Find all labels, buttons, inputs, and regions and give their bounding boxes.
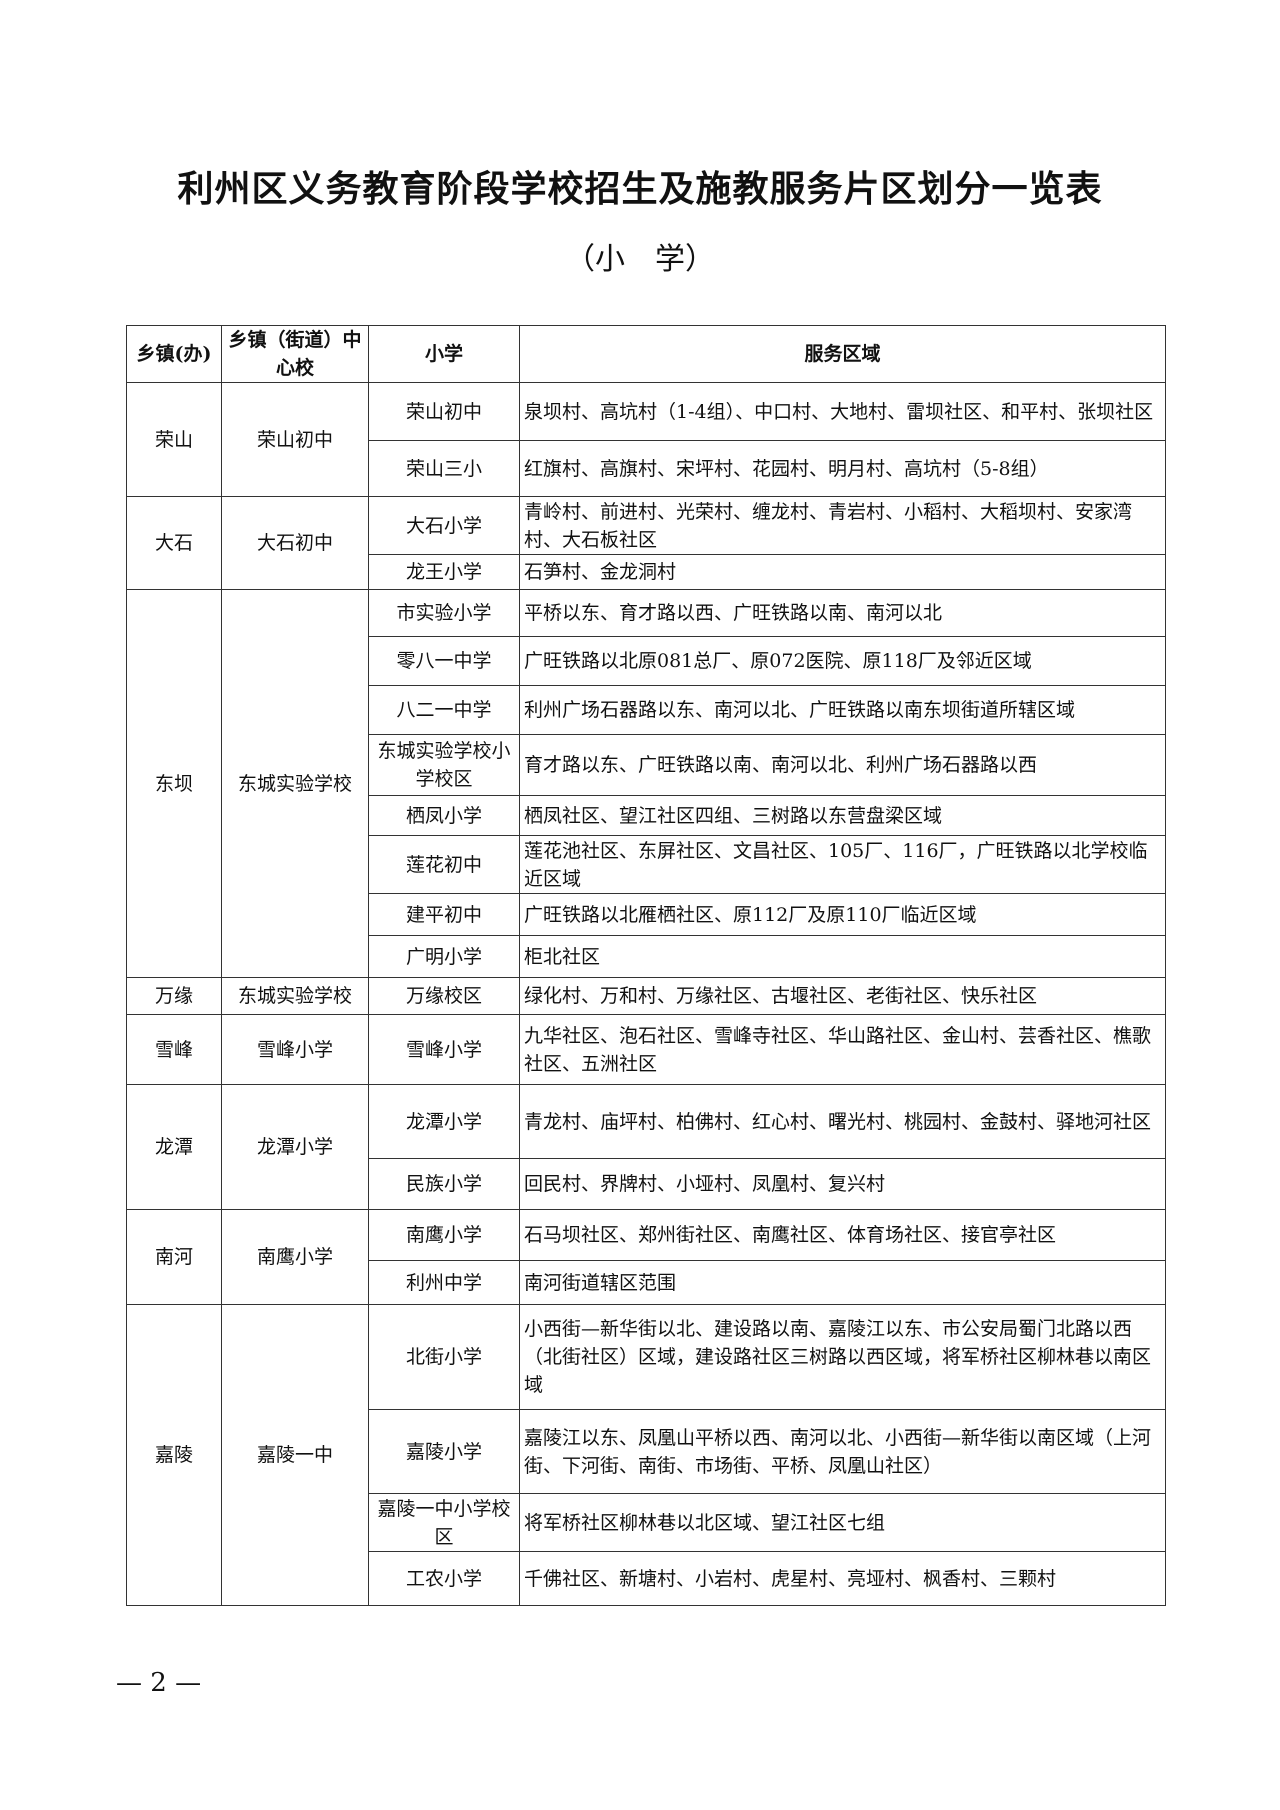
table-row: 民族小学 回民村、界牌村、小垭村、凤凰村、复兴村 — [127, 1158, 1166, 1210]
service-area-cell: 将军桥社区柳林巷以北区域、望江社区七组 — [519, 1493, 1166, 1552]
school-cell: 荣山初中 — [368, 382, 520, 441]
service-area-cell: 青龙村、庙坪村、柏佛村、红心村、曙光村、桃园村、金鼓村、驿地河社区 — [519, 1084, 1166, 1159]
town-cell: 雪峰 — [126, 1014, 222, 1085]
service-area-cell: 石笋村、金龙洞村 — [519, 554, 1166, 590]
school-cell: 龙潭小学 — [368, 1084, 520, 1159]
table-header-row: 乡镇(办) 乡镇（街道）中心校 小学 服务区域 — [126, 325, 1166, 383]
table-row: 荣山三小 红旗村、高旗村、宋坪村、花园村、明月村、高坑村（5-8组） — [127, 440, 1166, 497]
table-row: 建平初中 广旺铁路以北雁栖社区、原112厂及原110厂临近区域 — [127, 893, 1166, 936]
school-cell: 零八一中学 — [368, 636, 520, 686]
school-cell: 八二一中学 — [368, 685, 520, 735]
table-row: 雪峰 雪峰小学 雪峰小学 九华社区、泡石社区、雪峰寺社区、华山路社区、金山村、芸香社区… — [126, 1014, 1166, 1085]
table-row: 八二一中学 利州广场石器路以东、南河以北、广旺铁路以南东坝街道所辖区域 — [127, 685, 1166, 735]
center-school-cell: 嘉陵一中 — [221, 1304, 369, 1606]
school-cell: 市实验小学 — [368, 589, 520, 637]
center-school-cell: 大石初中 — [221, 496, 369, 590]
town-cell: 龙潭 — [126, 1084, 222, 1210]
service-area-cell: 嘉陵江以东、凤凰山平桥以西、南河以北、小西街—新华街以南区域（上河街、下河街、南… — [519, 1409, 1166, 1494]
table-row: 广明小学 柜北社区 — [127, 935, 1166, 978]
service-area-cell: 红旗村、高旗村、宋坪村、花园村、明月村、高坑村（5-8组） — [519, 440, 1166, 497]
service-area-cell: 石马坝社区、郑州街社区、南鹰社区、体育场社区、接官亭社区 — [519, 1209, 1166, 1261]
service-area-cell: 广旺铁路以北原081总厂、原072医院、原118厂及邻近区域 — [519, 636, 1166, 686]
table-row: 东城实验学校小学校区 育才路以东、广旺铁路以南、南河以北、利州广场石器路以西 — [127, 734, 1166, 796]
school-cell: 南鹰小学 — [368, 1209, 520, 1261]
service-area-cell: 柜北社区 — [519, 935, 1166, 978]
table-row: 嘉陵 嘉陵一中 北街小学 小西街—新华街以北、建设路以南、嘉陵江以东、市公安局蜀门北路… — [126, 1304, 1166, 1606]
table-row: 万缘 东城实验学校 万缘校区 绿化村、万和村、万缘社区、古堰社区、老街社区、快乐社区 — [126, 977, 1166, 1015]
service-area-cell: 回民村、界牌村、小垭村、凤凰村、复兴村 — [519, 1158, 1166, 1210]
table-row: 龙潭 龙潭小学 龙潭小学 青龙村、庙坪村、柏佛村、红心村、曙光村、桃园村、金鼓村、驿地… — [126, 1084, 1166, 1210]
town-cell: 万缘 — [126, 977, 222, 1015]
center-school-cell: 南鹰小学 — [221, 1209, 369, 1305]
table-row: 南河 南鹰小学 南鹰小学 石马坝社区、郑州街社区、南鹰社区、体育场社区、接官亭社区 — [126, 1209, 1166, 1305]
header-town: 乡镇(办) — [126, 325, 222, 383]
school-cell: 北街小学 — [368, 1304, 520, 1410]
school-cell: 大石小学 — [368, 496, 520, 555]
school-cell: 工农小学 — [368, 1551, 520, 1606]
table-row: 荣山 荣山初中 荣山初中 泉坝村、高坑村（1-4组）、中口村、大地村、雷坝社区、和平村… — [126, 382, 1166, 497]
school-cell: 建平初中 — [368, 893, 520, 936]
school-cell: 利州中学 — [368, 1260, 520, 1305]
service-area-cell: 利州广场石器路以东、南河以北、广旺铁路以南东坝街道所辖区域 — [519, 685, 1166, 735]
town-cell: 东坝 — [126, 589, 222, 978]
school-cell: 东城实验学校小学校区 — [368, 734, 520, 796]
center-school-cell: 荣山初中 — [221, 382, 369, 497]
town-cell: 嘉陵 — [126, 1304, 222, 1606]
town-cell: 荣山 — [126, 382, 222, 497]
enrollment-zone-table: 乡镇(办) 乡镇（街道）中心校 小学 服务区域 荣山 荣山初中 荣山初中 泉坝村、高坑… — [126, 325, 1166, 1606]
service-area-cell: 小西街—新华街以北、建设路以南、嘉陵江以东、市公安局蜀门北路以西（北街社区）区域… — [519, 1304, 1166, 1410]
service-area-cell: 泉坝村、高坑村（1-4组）、中口村、大地村、雷坝社区、和平村、张坝社区 — [519, 382, 1166, 441]
town-cell: 大石 — [126, 496, 222, 590]
town-cell: 南河 — [126, 1209, 222, 1305]
school-cell: 雪峰小学 — [368, 1014, 520, 1085]
header-service-area: 服务区域 — [519, 325, 1166, 383]
table-row: 龙王小学 石笋村、金龙洞村 — [127, 554, 1166, 590]
service-area-cell: 莲花池社区、东屏社区、文昌社区、105厂、116厂，广旺铁路以北学校临近区域 — [519, 835, 1166, 894]
page-title: 利州区义务教育阶段学校招生及施教服务片区划分一览表 — [177, 168, 1103, 210]
school-cell: 嘉陵小学 — [368, 1409, 520, 1494]
page-subtitle: （小 学） — [565, 242, 715, 277]
school-cell: 栖凤小学 — [368, 795, 520, 836]
school-cell: 民族小学 — [368, 1158, 520, 1210]
service-area-cell: 绿化村、万和村、万缘社区、古堰社区、老街社区、快乐社区 — [519, 977, 1166, 1015]
center-school-cell: 龙潭小学 — [221, 1084, 369, 1210]
center-school-cell: 东城实验学校 — [221, 977, 369, 1015]
header-center-school: 乡镇（街道）中心校 — [221, 325, 369, 383]
school-cell: 嘉陵一中小学校区 — [368, 1493, 520, 1552]
center-school-cell: 雪峰小学 — [221, 1014, 369, 1085]
service-area-cell: 九华社区、泡石社区、雪峰寺社区、华山路社区、金山村、芸香社区、樵歌社区、五洲社区 — [519, 1014, 1166, 1085]
table-row: 嘉陵一中小学校区 将军桥社区柳林巷以北区域、望江社区七组 — [127, 1493, 1166, 1552]
service-area-cell: 南河街道辖区范围 — [519, 1260, 1166, 1305]
service-area-cell: 广旺铁路以北雁栖社区、原112厂及原110厂临近区域 — [519, 893, 1166, 936]
center-school-cell: 东城实验学校 — [221, 589, 369, 978]
table-row: 大石 大石初中 大石小学 青岭村、前进村、光荣村、缠龙村、青岩村、小稻村、大稻坝村、安… — [126, 496, 1166, 590]
school-cell: 荣山三小 — [368, 440, 520, 497]
school-cell: 龙王小学 — [368, 554, 520, 590]
service-area-cell: 平桥以东、育才路以西、广旺铁路以南、南河以北 — [519, 589, 1166, 637]
header-school: 小学 — [368, 325, 520, 383]
school-cell: 莲花初中 — [368, 835, 520, 894]
service-area-cell: 栖凤社区、望江社区四组、三树路以东营盘梁区域 — [519, 795, 1166, 836]
table-row: 工农小学 千佛社区、新塘村、小岩村、虎星村、亮垭村、枫香村、三颗村 — [127, 1551, 1166, 1606]
table-row: 栖凤小学 栖凤社区、望江社区四组、三树路以东营盘梁区域 — [127, 795, 1166, 836]
service-area-cell: 千佛社区、新塘村、小岩村、虎星村、亮垭村、枫香村、三颗村 — [519, 1551, 1166, 1606]
service-area-cell: 青岭村、前进村、光荣村、缠龙村、青岩村、小稻村、大稻坝村、安家湾村、大石板社区 — [519, 496, 1166, 555]
service-area-cell: 育才路以东、广旺铁路以南、南河以北、利州广场石器路以西 — [519, 734, 1166, 796]
table-row: 东坝 东城实验学校 市实验小学 平桥以东、育才路以西、广旺铁路以南、南河以北 — [126, 589, 1166, 978]
school-cell: 万缘校区 — [368, 977, 520, 1015]
table-row: 利州中学 南河街道辖区范围 — [127, 1260, 1166, 1305]
table-row: 零八一中学 广旺铁路以北原081总厂、原072医院、原118厂及邻近区域 — [127, 636, 1166, 686]
school-cell: 广明小学 — [368, 935, 520, 978]
page-number: — 2 — — [116, 1668, 202, 1698]
